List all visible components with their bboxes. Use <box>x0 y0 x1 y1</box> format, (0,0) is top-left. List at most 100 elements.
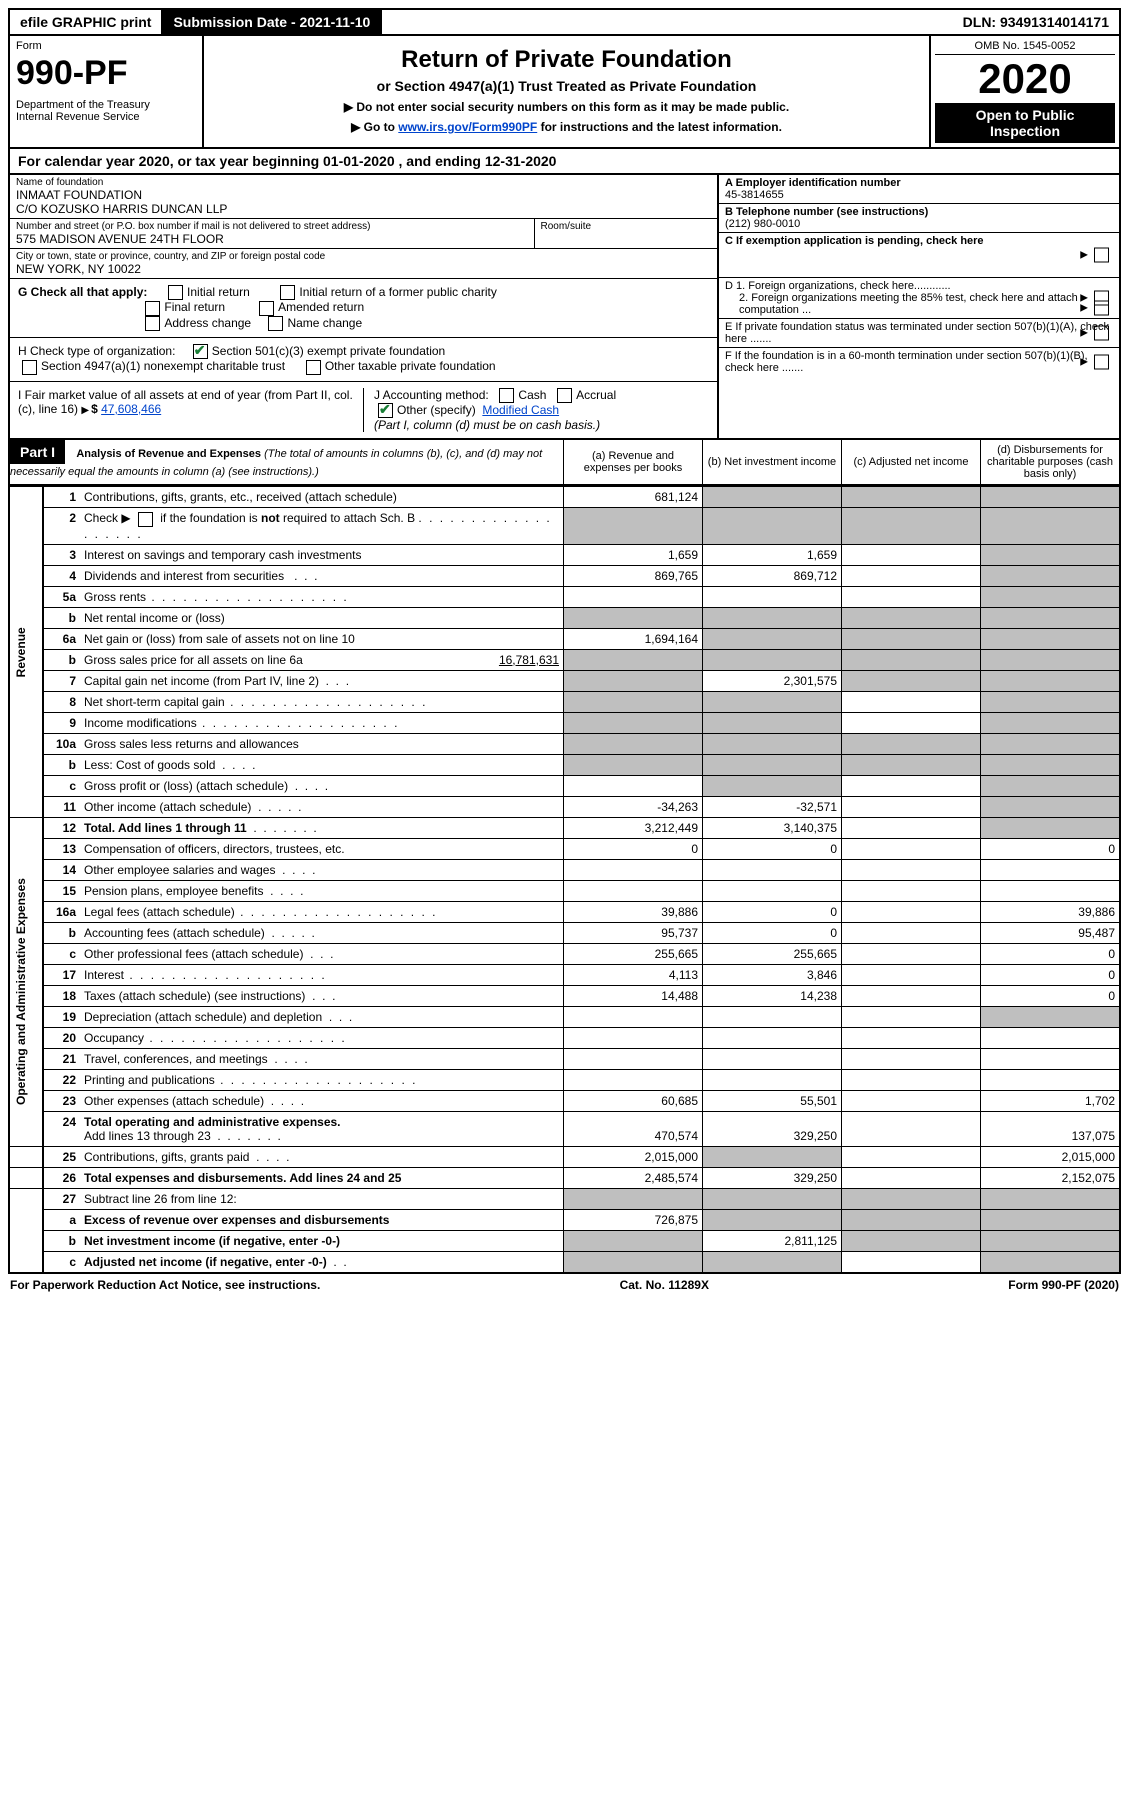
row-desc: Printing and publications <box>80 1069 564 1090</box>
cell-a: 39,886 <box>564 901 703 922</box>
cell-b: 14,238 <box>703 985 842 1006</box>
tax-year: 2020 <box>935 55 1115 103</box>
c-checkbox[interactable] <box>1094 248 1109 263</box>
h-other: Other taxable private foundation <box>325 359 496 373</box>
table-row: 24 Total operating and administrative ex… <box>9 1111 1120 1146</box>
cell-b: -32,571 <box>703 796 842 817</box>
col-d-header: (d) Disbursements for charitable purpose… <box>980 440 1119 484</box>
table-row: b Net investment income (if negative, en… <box>9 1230 1120 1251</box>
instruction-ssn: ▶ Do not enter social security numbers o… <box>210 100 923 114</box>
irs-label: Internal Revenue Service <box>16 111 196 123</box>
table-row: 11 Other income (attach schedule) . . . … <box>9 796 1120 817</box>
form990pf-link[interactable]: www.irs.gov/Form990PF <box>398 120 537 134</box>
i-label: I Fair market value of all assets at end… <box>18 388 353 416</box>
table-row: 17 Interest 4,113 3,846 0 <box>9 964 1120 985</box>
501c3-checkbox[interactable] <box>193 344 208 359</box>
row-desc: Accounting fees (attach schedule) . . . … <box>80 922 564 943</box>
row-num: 8 <box>43 691 80 712</box>
cell-b: 329,250 <box>703 1167 842 1188</box>
cell-d: 2,152,075 <box>981 1167 1121 1188</box>
initial-return-checkbox[interactable] <box>168 285 183 300</box>
expenses-side-label: Operating and Administrative Expenses <box>9 838 43 1146</box>
d2-checkbox[interactable] <box>1094 301 1109 316</box>
form-word: Form <box>16 40 196 52</box>
row-num: 22 <box>43 1069 80 1090</box>
f-checkbox[interactable] <box>1094 355 1109 370</box>
sch-b-checkbox[interactable] <box>138 512 153 527</box>
cell-d: 0 <box>981 943 1121 964</box>
address-change-checkbox[interactable] <box>145 316 160 331</box>
ein-value: 45-3814655 <box>725 189 784 201</box>
row-num: 13 <box>43 838 80 859</box>
cell-a: 255,665 <box>564 943 703 964</box>
form-title: Return of Private Foundation <box>210 46 923 74</box>
cell-b: 329,250 <box>703 1111 842 1146</box>
efile-label: efile GRAPHIC print <box>10 10 163 34</box>
phone-label: B Telephone number (see instructions) <box>725 206 928 218</box>
cell-a: 681,124 <box>564 487 703 508</box>
cell-b: 869,712 <box>703 565 842 586</box>
cell-b: 0 <box>703 901 842 922</box>
fmv-value[interactable]: 47,608,466 <box>101 402 161 416</box>
row-desc: Less: Cost of goods sold . . . . <box>80 754 564 775</box>
row-num: 4 <box>43 565 80 586</box>
e-label: E If private foundation status was termi… <box>725 321 1109 345</box>
j-label: J Accounting method: <box>374 388 489 402</box>
goto-pre: ▶ Go to <box>351 120 398 134</box>
row-num: 1 <box>43 487 80 508</box>
other-taxable-checkbox[interactable] <box>306 360 321 375</box>
row-desc: Total expenses and disbursements. Add li… <box>80 1167 564 1188</box>
accrual-checkbox[interactable] <box>557 388 572 403</box>
cell-a: 14,488 <box>564 985 703 1006</box>
table-row: 27 Subtract line 26 from line 12: <box>9 1188 1120 1209</box>
e-checkbox[interactable] <box>1094 326 1109 341</box>
row-num: 11 <box>43 796 80 817</box>
initial-public-checkbox[interactable] <box>280 285 295 300</box>
table-row: Operating and Administrative Expenses 13… <box>9 838 1120 859</box>
part1-tag: Part I <box>10 440 65 464</box>
section-ij: I Fair market value of all assets at end… <box>10 382 717 439</box>
row-desc: Other employee salaries and wages . . . … <box>80 859 564 880</box>
cash-checkbox[interactable] <box>499 388 514 403</box>
row-num: 27 <box>43 1188 80 1209</box>
submission-date: Submission Date - 2021-11-10 <box>163 10 382 34</box>
other-method-checkbox[interactable] <box>378 403 393 418</box>
col-b-header: (b) Net investment income <box>702 440 841 484</box>
row-desc: Interest <box>80 964 564 985</box>
table-row: 5a Gross rents <box>9 586 1120 607</box>
table-row: 19 Depreciation (attach schedule) and de… <box>9 1006 1120 1027</box>
row-num: 2 <box>43 508 80 544</box>
row-desc: Net rental income or (loss) <box>80 607 564 628</box>
h-4947: Section 4947(a)(1) nonexempt charitable … <box>41 359 285 373</box>
cell-a: 1,694,164 <box>564 628 703 649</box>
identification-block: Name of foundation INMAAT FOUNDATION C/O… <box>8 175 1121 440</box>
table-row: 20 Occupancy <box>9 1027 1120 1048</box>
name-change-checkbox[interactable] <box>268 316 283 331</box>
row-num: 6a <box>43 628 80 649</box>
row-num: 24 <box>43 1111 80 1146</box>
table-row: 26 Total expenses and disbursements. Add… <box>9 1167 1120 1188</box>
cell-b: 2,811,125 <box>703 1230 842 1251</box>
row-desc: Adjusted net income (if negative, enter … <box>80 1251 564 1273</box>
cell-b: 3,846 <box>703 964 842 985</box>
g-opt-name: Name change <box>287 316 362 330</box>
row-num: b <box>43 754 80 775</box>
final-return-checkbox[interactable] <box>145 301 160 316</box>
city-label: City or town, state or province, country… <box>16 251 711 262</box>
modified-cash: Modified Cash <box>482 403 559 417</box>
cell-d: 1,702 <box>981 1090 1121 1111</box>
table-row: 21 Travel, conferences, and meetings . .… <box>9 1048 1120 1069</box>
table-row: 23 Other expenses (attach schedule) . . … <box>9 1090 1120 1111</box>
open-to-public: Open to Public Inspection <box>935 103 1115 143</box>
amended-return-checkbox[interactable] <box>259 301 274 316</box>
cell-d: 0 <box>981 985 1121 1006</box>
table-row: 10a Gross sales less returns and allowan… <box>9 733 1120 754</box>
cell-b: 3,140,375 <box>703 817 842 838</box>
g-opt-address: Address change <box>164 316 251 330</box>
row-desc: Gross sales less returns and allowances <box>80 733 564 754</box>
row-desc: Interest on savings and temporary cash i… <box>80 544 564 565</box>
row-num: 26 <box>43 1167 80 1188</box>
cell-a: 0 <box>564 838 703 859</box>
table-row: c Adjusted net income (if negative, ente… <box>9 1251 1120 1273</box>
4947-checkbox[interactable] <box>22 360 37 375</box>
